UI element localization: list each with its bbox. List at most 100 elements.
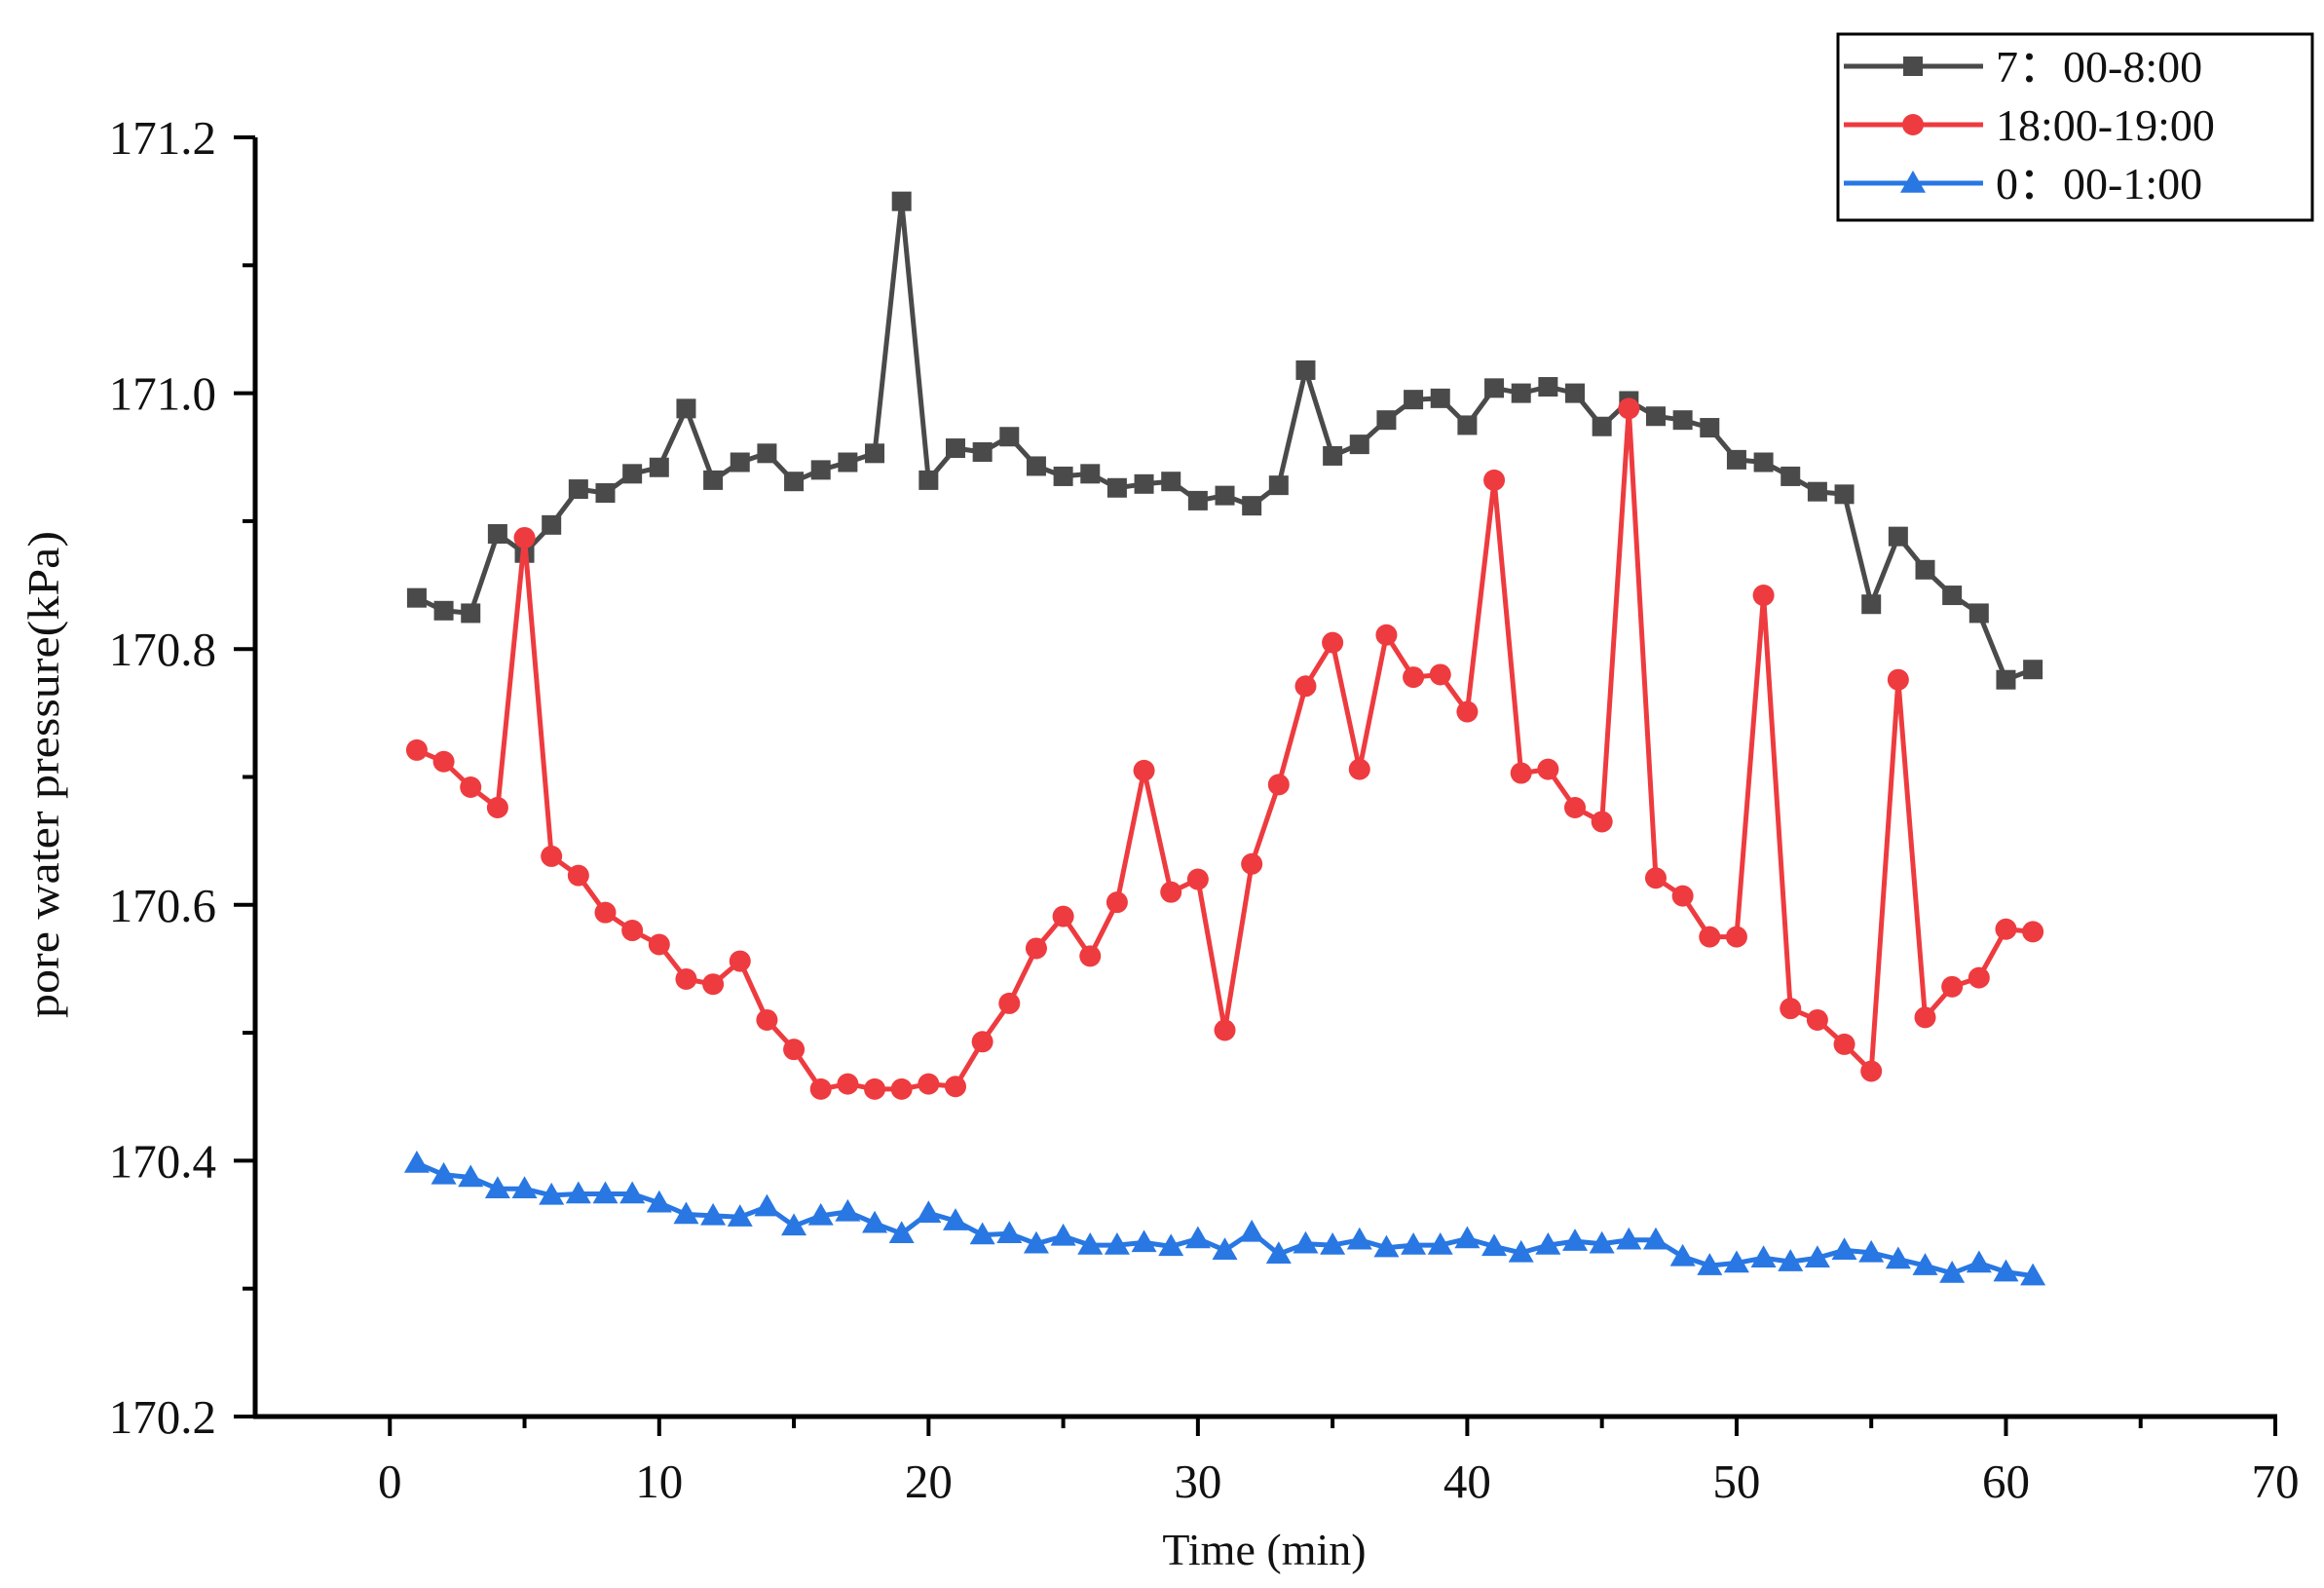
legend-label: 7：00-8:00 <box>1996 42 2202 92</box>
data-point <box>461 603 481 624</box>
data-point <box>971 1031 993 1053</box>
y-ticks <box>234 135 255 1418</box>
data-point <box>1322 631 1344 654</box>
x-tick-label: 50 <box>1712 1455 1760 1508</box>
data-point <box>996 1221 1023 1243</box>
data-point <box>676 398 696 419</box>
data-point <box>1186 868 1209 890</box>
data-point <box>595 483 616 504</box>
data-point <box>1671 885 1694 907</box>
data-point <box>2022 921 2044 943</box>
plot-frame <box>252 137 2277 1419</box>
data-point <box>539 1182 565 1205</box>
data-point <box>486 797 508 819</box>
data-point <box>1538 377 1558 397</box>
y-tick-label: 170.2 <box>109 1390 216 1444</box>
data-point <box>1592 416 1612 436</box>
data-point <box>487 524 507 545</box>
data-point <box>1106 891 1128 914</box>
data-point <box>1134 473 1154 494</box>
data-point <box>1454 1226 1481 1249</box>
data-point <box>1942 586 1963 606</box>
data-point <box>862 1210 888 1233</box>
x-tick-label: 30 <box>1174 1455 1221 1508</box>
data-point <box>1241 852 1263 875</box>
data-point <box>1833 1033 1855 1055</box>
data-point <box>999 427 1020 447</box>
data-point <box>1778 1249 1804 1271</box>
data-point <box>622 464 643 484</box>
data-point <box>1026 456 1046 476</box>
data-point <box>998 992 1021 1014</box>
data-point <box>972 441 993 462</box>
data-point <box>945 438 965 459</box>
data-point <box>1242 496 1262 516</box>
data-point <box>1133 759 1155 781</box>
data-point <box>1887 668 1909 691</box>
data-point <box>1726 449 1746 470</box>
data-point <box>592 1181 618 1204</box>
data-point <box>1697 1253 1723 1275</box>
data-point <box>433 600 454 621</box>
data-point <box>513 526 536 548</box>
data-point <box>1184 1226 1211 1249</box>
data-point <box>1750 1245 1777 1267</box>
data-point <box>784 472 805 492</box>
data-point <box>781 1213 807 1236</box>
data-point <box>1510 762 1532 784</box>
x-tick-label: 60 <box>1982 1455 2030 1508</box>
data-point <box>1346 1227 1372 1250</box>
data-point <box>703 470 724 490</box>
data-point <box>700 1202 727 1226</box>
y-axis-title: pore water pressure(kPa) <box>19 531 68 1018</box>
data-point <box>1077 1232 1104 1255</box>
data-point <box>2020 1263 2046 1286</box>
data-point <box>1996 669 2016 690</box>
data-point <box>1294 675 1317 698</box>
data-point <box>1564 797 1587 819</box>
legend-marker <box>1903 57 1923 76</box>
data-point <box>432 750 455 773</box>
x-tick-label: 0 <box>378 1455 402 1508</box>
data-point <box>918 1073 940 1095</box>
data-point <box>1861 594 1882 615</box>
data-point <box>1642 1227 1668 1250</box>
data-point <box>1429 663 1451 686</box>
data-point <box>1239 1219 1265 1242</box>
data-point <box>1966 1250 1992 1273</box>
data-point <box>1562 1229 1589 1251</box>
data-point <box>810 460 831 480</box>
data-point <box>1723 1250 1749 1273</box>
data-point <box>1104 1232 1130 1255</box>
data-point <box>888 1221 915 1243</box>
data-point <box>1320 1232 1346 1255</box>
y-tick-label: 171.0 <box>109 367 216 421</box>
data-point <box>1214 1019 1236 1041</box>
data-point <box>1457 415 1478 435</box>
data-point <box>730 452 750 473</box>
data-point <box>460 776 482 799</box>
data-point <box>702 973 725 996</box>
data-point <box>1131 1229 1157 1253</box>
data-point <box>1939 1260 1966 1283</box>
x-tick-label: 10 <box>635 1455 683 1508</box>
data-point <box>1912 1253 1938 1275</box>
data-point <box>1404 390 1424 410</box>
data-point <box>1535 1232 1561 1255</box>
y-tick-label: 171.2 <box>109 111 216 165</box>
data-point <box>1052 905 1074 927</box>
data-point <box>1349 435 1369 455</box>
data-point <box>1161 472 1181 492</box>
data-point <box>1752 585 1775 607</box>
legend-label: 0：00-1:00 <box>1996 159 2202 208</box>
data-point <box>1323 445 1343 466</box>
data-point <box>891 191 912 211</box>
x-ticks <box>388 1417 2277 1436</box>
data-point <box>1511 383 1531 403</box>
data-point <box>1804 1245 1830 1267</box>
data-point <box>1565 383 1586 403</box>
data-point <box>1483 469 1506 491</box>
data-point <box>1537 758 1559 780</box>
x-tick-label: 70 <box>2252 1455 2300 1508</box>
